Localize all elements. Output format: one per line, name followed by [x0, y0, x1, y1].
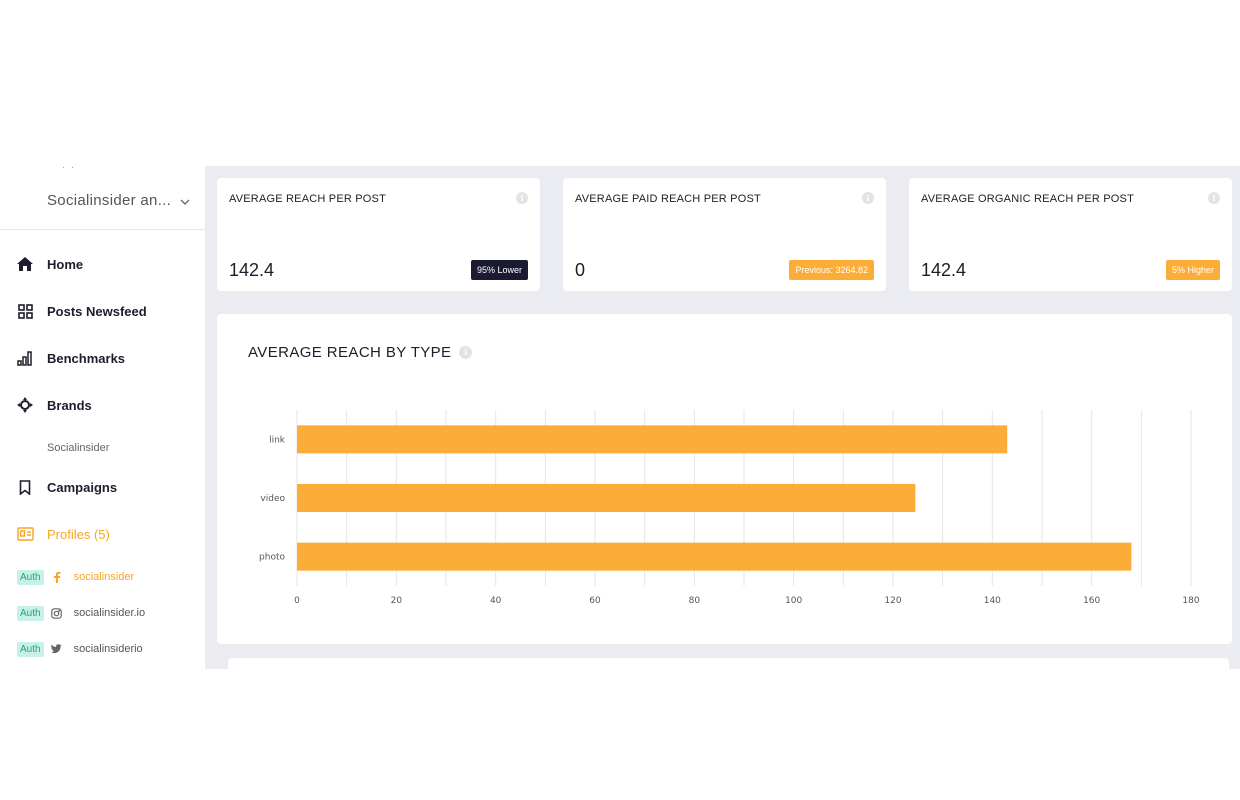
x-tick-label: 160 [1083, 596, 1100, 606]
bar-video[interactable] [297, 484, 916, 512]
sidebar-item-label: Campaigns [47, 479, 118, 495]
x-tick-label: 60 [589, 596, 601, 606]
sidebar-item-label: Benchmarks [47, 350, 126, 366]
profile-name: socialinsider [73, 571, 135, 583]
sidebar-item-home[interactable]: Home [0, 249, 205, 279]
kpi-card-average-reach: AVERAGE REACH PER POST i 142.4 95% Lower [217, 178, 540, 291]
auth-badge: Auth [17, 605, 44, 621]
org-dots-icon: · · [62, 166, 75, 173]
facebook-icon [51, 571, 63, 583]
chart-title-text: AVERAGE REACH BY TYPE [248, 344, 452, 361]
crosshair-icon [16, 396, 34, 414]
profile-item[interactable]: Auth socialinsider [17, 569, 134, 585]
app-root: · · Socialinsider an... Home Posts Newsf… [0, 166, 1240, 669]
grid-icon [16, 302, 34, 320]
profile-item[interactable]: Auth socialinsider.io [17, 605, 145, 621]
kpi-card-paid-reach: AVERAGE PAID REACH PER POST i 0 Previous… [563, 178, 886, 291]
chart-title: AVERAGE REACH BY TYPE i [248, 344, 473, 361]
main-content: AVERAGE REACH PER POST i 142.4 95% Lower… [205, 166, 1240, 669]
sidebar-item-campaigns[interactable]: Campaigns [0, 472, 205, 502]
kpi-title: AVERAGE REACH PER POST [229, 193, 387, 205]
home-icon [16, 255, 34, 273]
x-tick-label: 180 [1182, 596, 1199, 606]
sidebar-subitem-brand[interactable]: Socialinsider [47, 442, 110, 454]
sidebar-item-profiles[interactable]: Profiles (5) [0, 519, 205, 549]
bar-chart-icon [16, 349, 34, 367]
bar-chart: link video photo 0 20 40 60 80 100 120 140 160 180 [259, 410, 1200, 606]
auth-badge: Auth [17, 641, 44, 657]
kpi-title: AVERAGE PAID REACH PER POST [575, 193, 761, 205]
y-tick-label: video [260, 494, 285, 504]
bookmark-icon [16, 478, 34, 496]
kpi-value: 142.4 [921, 260, 967, 280]
comparison-badge: 95% Lower [470, 260, 528, 280]
bar-link[interactable] [297, 425, 1008, 454]
sidebar-item-label: Brands [47, 397, 92, 413]
info-icon[interactable]: i [1208, 192, 1220, 204]
profile-name: socialinsiderio [73, 643, 143, 655]
chevron-down-icon [179, 195, 191, 207]
sidebar-item-label: Posts Newsfeed [47, 303, 147, 319]
kpi-value: 0 [575, 260, 586, 280]
comparison-badge: Previous: 3264.82 [789, 260, 874, 280]
auth-badge: Auth [17, 569, 44, 585]
kpi-card-organic-reach: AVERAGE ORGANIC REACH PER POST i 142.4 5… [909, 178, 1232, 291]
kpi-title: AVERAGE ORGANIC REACH PER POST [921, 193, 1135, 205]
x-tick-label: 140 [984, 596, 1001, 606]
profile-item[interactable]: Auth socialinsiderio [17, 641, 143, 657]
info-icon[interactable]: i [516, 192, 528, 204]
y-tick-label: link [269, 435, 286, 445]
info-icon[interactable]: i [459, 346, 473, 359]
x-tick-label: 100 [785, 596, 802, 606]
x-tick-label: 120 [884, 596, 901, 606]
kpi-value: 142.4 [229, 260, 275, 280]
chart-card-reach-by-type: AVERAGE REACH BY TYPE i link video photo 0 2… [217, 314, 1232, 644]
bar-photo[interactable] [297, 542, 1132, 571]
sidebar-item-brands[interactable]: Brands [0, 390, 205, 420]
sidebar-divider [0, 229, 205, 230]
twitter-icon [51, 643, 63, 655]
x-tick-label: 40 [490, 596, 502, 606]
next-card [228, 658, 1229, 669]
org-name: Socialinsider an... [47, 192, 172, 209]
profile-name: socialinsider.io [73, 607, 146, 619]
info-icon[interactable]: i [862, 192, 874, 204]
y-tick-label: photo [259, 553, 285, 563]
x-tick-label: 20 [391, 596, 403, 606]
sidebar-item-label: Home [47, 256, 84, 272]
org-selector[interactable]: Socialinsider an... [47, 192, 191, 209]
sidebar-item-benchmarks[interactable]: Benchmarks [0, 343, 205, 373]
comparison-badge: 5% Higher [1165, 260, 1220, 280]
profile-card-icon [16, 525, 34, 543]
sidebar: · · Socialinsider an... Home Posts Newsf… [0, 166, 205, 669]
sidebar-item-posts-newsfeed[interactable]: Posts Newsfeed [0, 296, 205, 326]
x-tick-label: 80 [689, 596, 701, 606]
instagram-icon [51, 607, 63, 619]
x-tick-label: 0 [294, 596, 300, 606]
sidebar-item-label: Profiles (5) [47, 526, 110, 542]
